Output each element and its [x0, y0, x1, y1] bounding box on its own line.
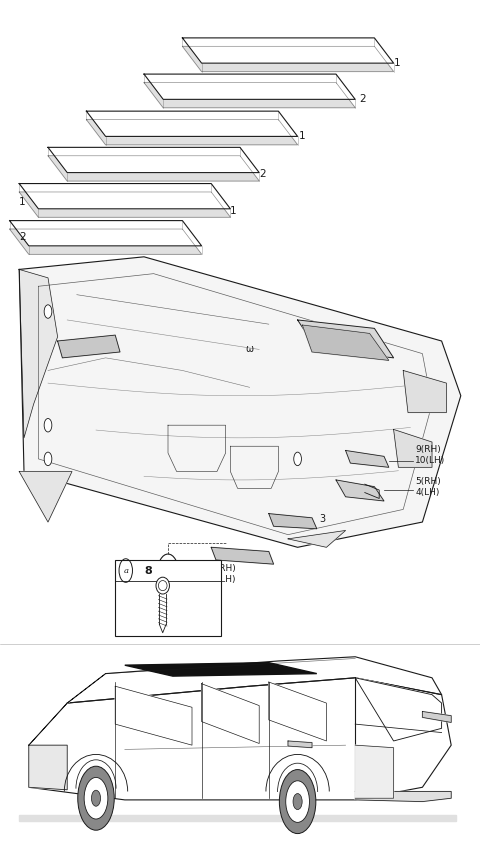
Bar [115, 560, 221, 636]
Polygon shape [355, 678, 442, 741]
Polygon shape [19, 269, 58, 438]
Polygon shape [67, 657, 442, 703]
Polygon shape [58, 335, 120, 358]
Polygon shape [159, 594, 166, 625]
Polygon shape [125, 663, 317, 676]
Ellipse shape [156, 578, 169, 594]
Polygon shape [115, 686, 192, 745]
Text: 5(RH)
4(LH): 5(RH) 4(LH) [415, 477, 441, 497]
Polygon shape [269, 514, 317, 529]
Polygon shape [10, 229, 202, 254]
Text: 1: 1 [229, 205, 236, 216]
Text: 3: 3 [319, 514, 325, 524]
Text: a: a [165, 568, 171, 577]
Circle shape [279, 770, 316, 834]
Polygon shape [298, 320, 394, 358]
Polygon shape [144, 74, 355, 99]
Circle shape [44, 418, 52, 432]
Polygon shape [346, 450, 389, 467]
Polygon shape [19, 192, 230, 217]
Polygon shape [302, 325, 389, 360]
Polygon shape [211, 547, 274, 564]
Polygon shape [29, 678, 451, 800]
Text: 9(RH)
10(LH): 9(RH) 10(LH) [415, 445, 445, 465]
Text: ω: ω [246, 344, 253, 354]
Text: 2: 2 [359, 94, 366, 104]
Circle shape [78, 766, 114, 830]
Polygon shape [355, 791, 451, 802]
Polygon shape [403, 370, 446, 413]
Polygon shape [48, 147, 259, 173]
Circle shape [44, 452, 52, 466]
Text: 1: 1 [394, 58, 400, 68]
Polygon shape [19, 815, 456, 821]
Polygon shape [394, 429, 432, 467]
Text: 1: 1 [299, 131, 305, 141]
Polygon shape [159, 625, 166, 633]
Circle shape [91, 790, 101, 807]
Polygon shape [269, 682, 326, 741]
Polygon shape [86, 120, 298, 145]
Polygon shape [19, 257, 461, 547]
Polygon shape [336, 480, 384, 501]
Polygon shape [144, 83, 355, 108]
Polygon shape [422, 711, 451, 722]
Text: 8: 8 [144, 566, 152, 576]
Polygon shape [288, 741, 312, 748]
Polygon shape [29, 674, 106, 745]
Polygon shape [19, 472, 72, 522]
Circle shape [294, 452, 301, 466]
Polygon shape [182, 38, 394, 63]
Polygon shape [19, 184, 230, 209]
Polygon shape [355, 745, 394, 798]
Polygon shape [202, 684, 259, 743]
Text: 7(RH)
6(LH): 7(RH) 6(LH) [210, 564, 236, 584]
Polygon shape [86, 111, 298, 136]
Circle shape [293, 793, 302, 810]
Text: 1: 1 [19, 197, 26, 207]
Circle shape [286, 781, 310, 823]
Circle shape [44, 305, 52, 318]
Polygon shape [182, 46, 394, 72]
Text: a: a [123, 567, 128, 574]
Polygon shape [288, 530, 346, 547]
Circle shape [84, 777, 108, 819]
Text: 2: 2 [19, 232, 26, 242]
Text: 2: 2 [259, 169, 266, 179]
Polygon shape [48, 156, 259, 181]
Polygon shape [29, 745, 67, 790]
Polygon shape [10, 221, 202, 246]
